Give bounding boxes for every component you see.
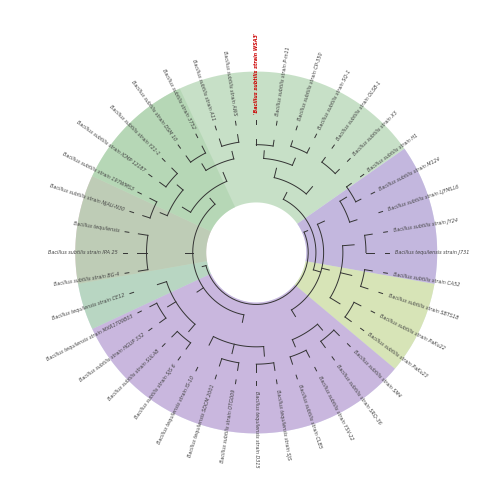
Text: Bacillus tequilensis strain IS-10: Bacillus tequilensis strain IS-10 — [156, 375, 196, 445]
Text: 'Bacillus subtilis strain WSA3': 'Bacillus subtilis strain WSA3' — [254, 32, 259, 114]
Text: Bacillus subtilis strain ICMP 12187: Bacillus subtilis strain ICMP 12187 — [75, 120, 146, 173]
Text: Bacillus subtilis strain SQ-1: Bacillus subtilis strain SQ-1 — [317, 68, 352, 130]
Text: Bacillus subtilis strain SM4: Bacillus subtilis strain SM4 — [352, 348, 402, 398]
Text: Bacillus tequilensis strain CE12: Bacillus tequilensis strain CE12 — [51, 293, 125, 322]
Text: Bacillus subtilis strain OLSB-1: Bacillus subtilis strain OLSB-1 — [336, 80, 382, 142]
Polygon shape — [78, 148, 437, 434]
Text: Bacillus tequilensis strain D315: Bacillus tequilensis strain D315 — [254, 391, 259, 468]
Text: Bacillus subtilis strain 197WMS3: Bacillus subtilis strain 197WMS3 — [61, 152, 134, 192]
Text: Bacillus subtilis strain DSM 10: Bacillus subtilis strain DSM 10 — [130, 80, 177, 142]
Text: Bacillus subtilis strain NJAU-N30: Bacillus subtilis strain NJAU-N30 — [50, 183, 125, 212]
Text: Bacillus subtilis strain A11: Bacillus subtilis strain A11 — [192, 59, 216, 122]
Polygon shape — [92, 72, 405, 232]
Text: Bacillus subtilis strain SULA8: Bacillus subtilis strain SULA8 — [106, 348, 160, 402]
Text: Bacillus subtilis strain BG-4: Bacillus subtilis strain BG-4 — [54, 272, 120, 287]
Text: Bacillus subtilis strain IPA 25: Bacillus subtilis strain IPA 25 — [48, 250, 117, 255]
Text: Bacillus subtilis strain CA52: Bacillus subtilis strain CA52 — [393, 272, 460, 287]
Polygon shape — [76, 176, 211, 284]
Text: Bacillus subtilis strain HGUP 332: Bacillus subtilis strain HGUP 332 — [78, 332, 146, 382]
Text: Bacillus subtilis strain YSV-22: Bacillus subtilis strain YSV-22 — [317, 375, 354, 441]
Text: Bacillus subtilis strain PaKu23: Bacillus subtilis strain PaKu23 — [367, 332, 429, 379]
Text: Bacillus tequilensis strain J731: Bacillus tequilensis strain J731 — [395, 250, 469, 255]
Text: Bacillus subtilis strain SBTS18: Bacillus subtilis strain SBTS18 — [388, 293, 458, 320]
Text: Bacillus subtilis strain P-m11: Bacillus subtilis strain P-m11 — [276, 46, 291, 116]
Text: Bacillus subtilis strain H1: Bacillus subtilis strain H1 — [367, 133, 420, 173]
Polygon shape — [76, 88, 235, 329]
Text: Bacillus subtilis strain SJS 6: Bacillus subtilis strain SJS 6 — [134, 363, 177, 420]
Text: Bacillus tequilensis strain MXR1709B03: Bacillus tequilensis strain MXR1709B03 — [46, 313, 134, 362]
Polygon shape — [297, 148, 437, 284]
Text: Bacillus tequilensis: Bacillus tequilensis — [73, 221, 120, 234]
Text: Bacillus subtilis strain M124: Bacillus subtilis strain M124 — [378, 156, 442, 192]
Text: Bacillus subtilis strain AWS: Bacillus subtilis strain AWS — [222, 50, 237, 116]
Text: Bacillus subtilis strain CP-350: Bacillus subtilis strain CP-350 — [296, 52, 324, 122]
Text: Bacillus subtilis strain PaKu22: Bacillus subtilis strain PaKu22 — [378, 313, 446, 350]
Text: Bacillus subtilis strain CLB5: Bacillus subtilis strain CLB5 — [296, 384, 322, 449]
Text: Bacillus subtilis strain JY24: Bacillus subtilis strain JY24 — [393, 218, 458, 234]
Text: Bacillus subtilis strain OTG009: Bacillus subtilis strain OTG009 — [220, 389, 237, 463]
Text: Bacillus subtilis strain LJFMLL6: Bacillus subtilis strain LJFMLL6 — [388, 184, 460, 212]
Text: Bacillus tequilensis strain SJS: Bacillus tequilensis strain SJS — [276, 389, 291, 460]
Polygon shape — [92, 274, 395, 434]
Text: Bacillus tequilensis SDCM 2001: Bacillus tequilensis SDCM 2001 — [188, 384, 216, 458]
Text: Bacillus subtilis strain 3752: Bacillus subtilis strain 3752 — [160, 68, 196, 130]
Text: Bacillus subtilis strain SRQ-36: Bacillus subtilis strain SRQ-36 — [336, 363, 382, 425]
Polygon shape — [294, 261, 434, 369]
Text: Bacillus subtilis strain X3: Bacillus subtilis strain X3 — [352, 110, 399, 156]
Text: Bacillus subtilis strain Y21-1: Bacillus subtilis strain Y21-1 — [108, 104, 160, 156]
